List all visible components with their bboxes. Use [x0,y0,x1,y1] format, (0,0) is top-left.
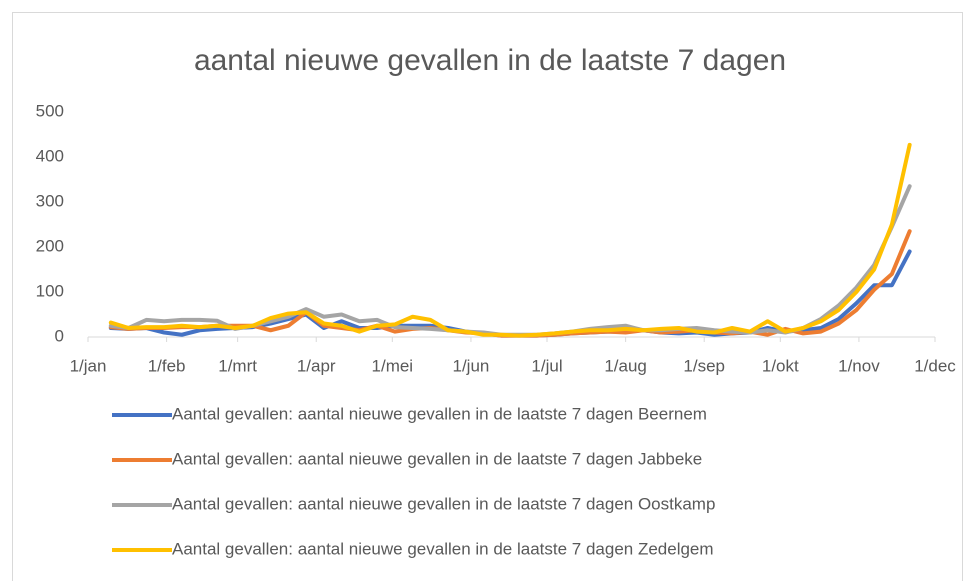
legend-label: Aantal gevallen: aantal nieuwe gevallen … [172,404,707,423]
x-tick-label: 1/aug [604,356,647,375]
chart-frame [12,12,963,581]
chart-title: aantal nieuwe gevallen in de laatste 7 d… [194,44,786,77]
y-tick-label: 100 [36,281,64,300]
y-tick-label: 300 [36,191,64,210]
x-tick-label: 1/okt [762,356,799,375]
x-tick-label: 1/dec [914,356,956,375]
x-tick-label: 1/sep [683,356,725,375]
x-tick-label: 1/mrt [218,356,257,375]
x-tick-label: 1/jul [531,356,562,375]
series-line [108,142,912,338]
x-tick-label: 1/apr [297,356,336,375]
x-tick-label: 1/jan [70,356,107,375]
x-tick-label: 1/feb [148,356,186,375]
x-tick-label: 1/jun [452,356,489,375]
x-tick-label: 1/mei [372,356,414,375]
legend-label: Aantal gevallen: aantal nieuwe gevallen … [172,494,715,513]
legend-label: Aantal gevallen: aantal nieuwe gevallen … [172,539,714,558]
x-tick-label: 1/nov [838,356,880,375]
legend-label: Aantal gevallen: aantal nieuwe gevallen … [172,449,702,468]
y-tick-label: 400 [36,146,64,165]
y-tick-label: 200 [36,236,64,255]
y-tick-label: 500 [36,101,64,120]
y-tick-label: 0 [55,326,64,345]
